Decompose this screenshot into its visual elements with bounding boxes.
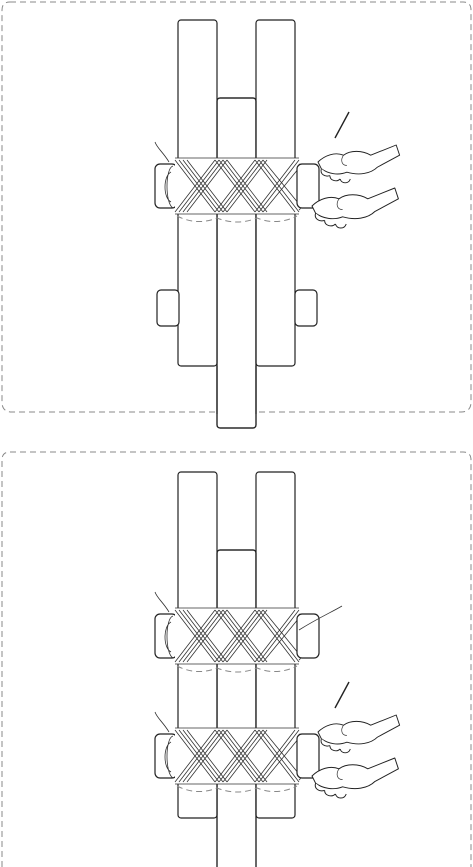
lower-block-left xyxy=(156,289,180,327)
panel-frame xyxy=(1,1,472,413)
lower-block-right xyxy=(294,289,318,327)
hand-lower xyxy=(311,757,399,799)
hand-lower xyxy=(311,187,399,229)
panel-frame xyxy=(1,451,472,867)
panel-step-1 xyxy=(1,1,472,429)
hand-upper xyxy=(317,144,401,184)
cord-end xyxy=(334,111,350,139)
center-rod xyxy=(216,97,257,429)
hand-upper xyxy=(317,714,401,754)
panel-step-2 xyxy=(1,451,472,867)
center-rod xyxy=(216,549,257,867)
cord-end xyxy=(334,681,350,709)
